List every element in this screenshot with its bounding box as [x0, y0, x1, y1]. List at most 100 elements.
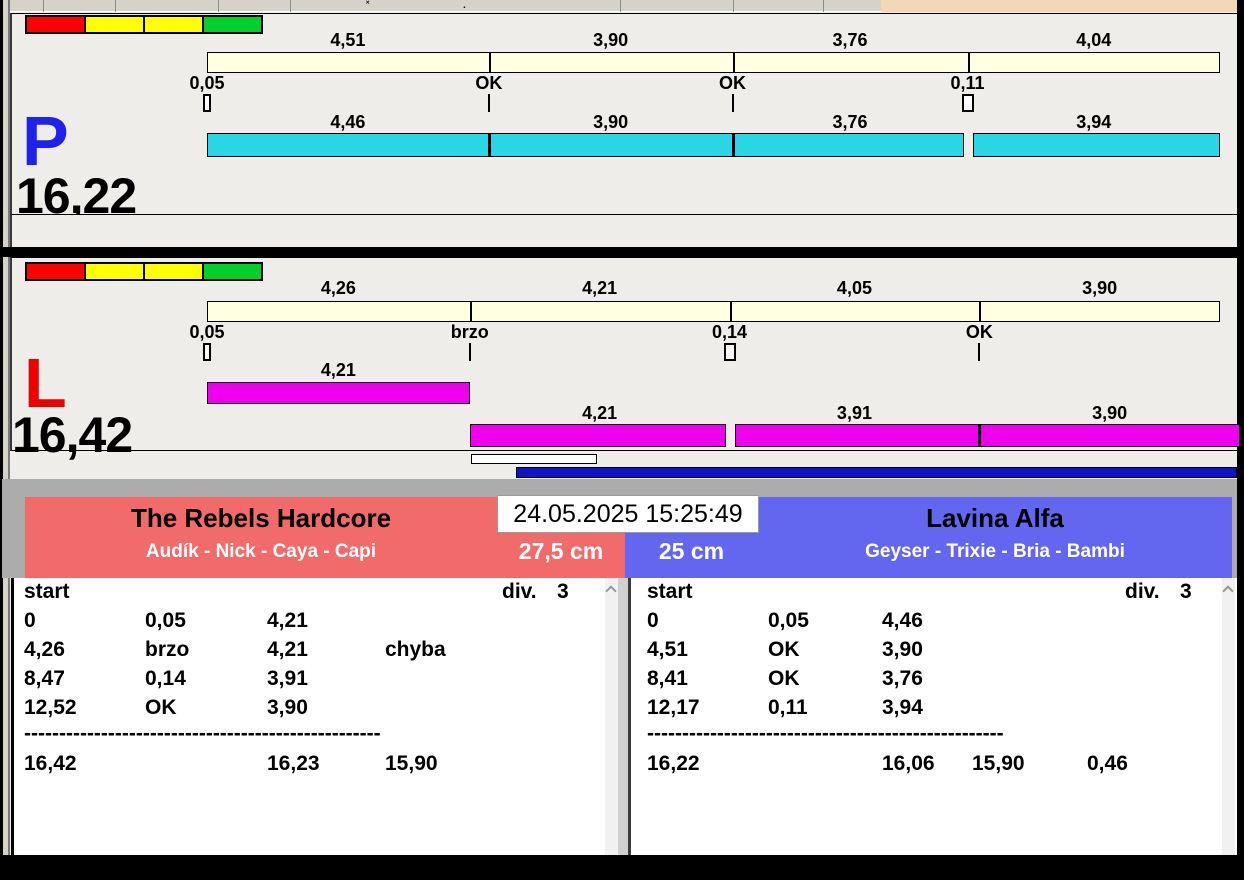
results-table-right: start div. 3 0 0,05 4,46 4,51 OK 3,90 8,41 OK 3,76 1… [647, 578, 1217, 855]
table-cell: OK [145, 696, 177, 719]
lane-l-letter: L [24, 344, 67, 422]
table-header-div-value: 3 [1180, 580, 1192, 603]
table-cell: 8,47 [24, 667, 65, 690]
split-bar-separator [729, 302, 732, 321]
table-cell: 4,21 [267, 609, 308, 632]
table-total-cell: 15,90 [972, 752, 1025, 775]
heat-progress-bar [516, 467, 1237, 478]
table-header-div: div. [502, 580, 537, 603]
pass-marker-box-wide [723, 343, 736, 361]
table-divider [618, 578, 631, 855]
toolbar-separator [620, 0, 621, 12]
pass-marker-line [487, 94, 490, 112]
pass-marker-line [731, 94, 734, 112]
team-left-dogs: Audík - Nick - Caya - Capi [145, 541, 377, 562]
table-cell: 3,94 [882, 696, 923, 719]
dog-bar-row [207, 382, 1244, 404]
table-cell: 3,90 [882, 638, 923, 661]
pass-label: OK [719, 73, 747, 93]
pass-label: 0,05 [189, 73, 225, 93]
table-total-cell: 16,06 [882, 752, 935, 775]
toolbar-glyph: . [463, 0, 466, 11]
dog-time-segment [469, 424, 726, 447]
heat-progress-outline [471, 454, 597, 464]
table-cell: 12,52 [24, 696, 77, 719]
split-time-label: 4,04 [1076, 30, 1112, 50]
table-cell: 3,91 [267, 667, 308, 690]
team-left-height: 27,5 cm [518, 538, 604, 564]
toolbar-separator [733, 0, 734, 12]
table-separator-dashes: ----------------------------------------… [647, 722, 1004, 745]
split-bar-separator [488, 53, 491, 72]
table-total-cell: 16,23 [267, 752, 320, 775]
dog-time-label: 3,94 [1076, 112, 1112, 132]
split-bar-separator [967, 53, 970, 72]
table-header-div-value: 3 [557, 580, 569, 603]
toolbar-separator [115, 0, 116, 12]
table-cell: 4,51 [647, 638, 688, 661]
pass-marker-line [978, 343, 981, 361]
table-header-start: start [647, 580, 693, 603]
table-right-scrollbar[interactable] [1222, 578, 1235, 855]
table-total-cell: 15,90 [385, 752, 438, 775]
table-cell: chyba [385, 638, 446, 661]
split-bar [207, 301, 1220, 322]
dog-bar-row [207, 133, 1244, 157]
team-right-height: 25 cm [658, 538, 725, 564]
traffic-light-0 [25, 262, 86, 281]
dog-time-segment [207, 133, 489, 157]
table-cell: 0,05 [768, 609, 809, 632]
split-bar-separator [469, 302, 472, 321]
toolbar-strip[interactable]: ˟ . ˅ [0, 0, 1244, 12]
traffic-light-bar [25, 15, 263, 34]
table-left-scrollbar[interactable] [605, 578, 618, 855]
dog-time-label: 3,90 [593, 112, 629, 132]
toolbar-glyph: ˟ [366, 0, 370, 11]
table-cell: 4,21 [267, 638, 308, 661]
scroll-up-icon[interactable] [1222, 585, 1234, 597]
scroll-up-icon[interactable] [605, 585, 617, 597]
traffic-light-1 [84, 15, 145, 34]
dog-time-label: 3,90 [1092, 403, 1128, 423]
timestamp-box: 24.05.2025 15:25:49 [497, 495, 759, 533]
split-bar-separator [979, 302, 982, 321]
table-cell: 0,14 [145, 667, 186, 690]
traffic-light-3 [202, 262, 263, 281]
traffic-light-3 [202, 15, 263, 34]
lane-l-panel: L 16,42 4,26 4,21 4,05 3,90 0,05 brzo 0,14 OK 4,… [10, 257, 1240, 461]
pass-label: brzo [450, 322, 489, 342]
window-right-border [1237, 0, 1244, 880]
toolbar-separator [823, 0, 824, 12]
table-cell: 0,05 [145, 609, 186, 632]
pass-label: 0,11 [950, 73, 985, 93]
table-cell: OK [768, 638, 800, 661]
dog-time-segment [488, 133, 733, 157]
table-cell: 0 [647, 609, 659, 632]
dog-time-label: 3,76 [832, 112, 868, 132]
table-total-cell: 16,22 [647, 752, 700, 775]
lane-p-letter: P [22, 102, 69, 180]
toolbar-separator [218, 0, 219, 12]
dog-time-segment [972, 133, 1220, 157]
pass-marker-box-wide [961, 94, 974, 112]
table-cell: 4,46 [882, 609, 923, 632]
toolbar-separator [290, 0, 291, 12]
table-cell: 8,41 [647, 667, 688, 690]
split-time-label: 4,51 [330, 30, 366, 50]
lane-p-panel: P 16,22 4,51 3,90 3,76 4,04 0,05 OK OK 0,11 4,46… [10, 13, 1237, 222]
window-left-border [0, 0, 10, 855]
results-area-right [631, 578, 1222, 855]
lane-l-total: 16,42 [12, 407, 133, 463]
table-cell: 3,76 [882, 667, 923, 690]
toolbar-separator [43, 0, 44, 12]
results-table-left: start div. 3 0 0,05 4,21 4,26 brzo 4,21 chyba 8,47… [24, 578, 599, 855]
pass-marker-box [203, 343, 211, 361]
table-cell: brzo [145, 638, 190, 661]
split-time-label: 4,21 [582, 278, 618, 298]
dog-time-label: 4,46 [330, 112, 366, 132]
dog-time-segment [979, 424, 1240, 447]
split-time-label: 4,05 [836, 278, 872, 298]
split-time-label: 3,90 [593, 30, 629, 50]
bottom-bar [0, 855, 1244, 880]
